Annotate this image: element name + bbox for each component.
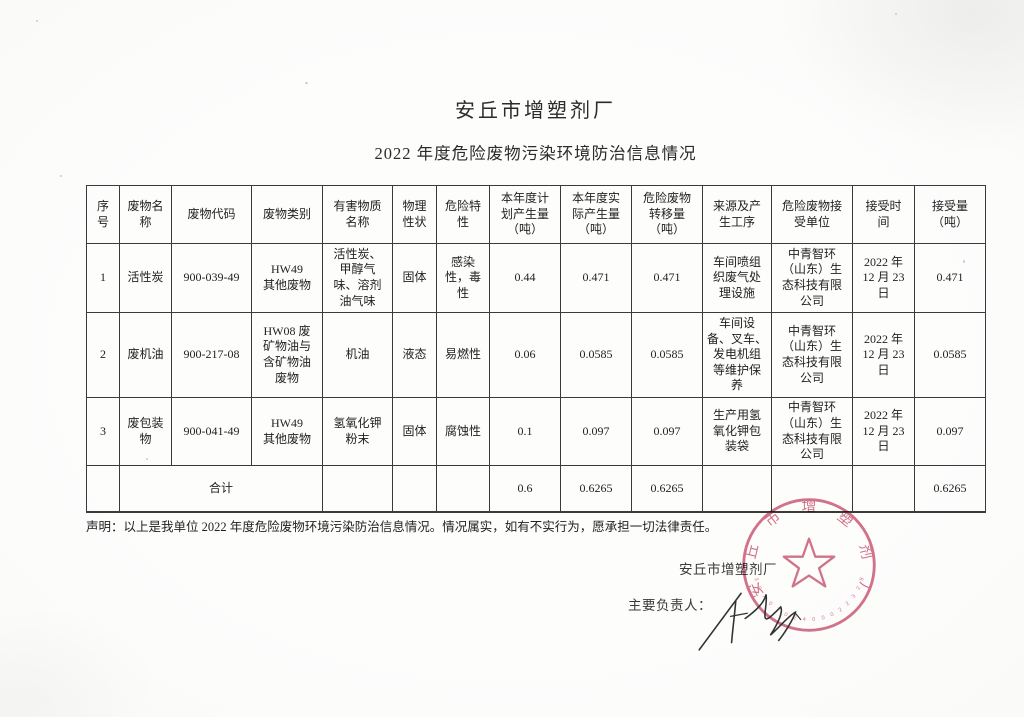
- svg-text:2: 2: [845, 601, 851, 607]
- svg-text:0: 0: [830, 612, 835, 619]
- svg-text:2: 2: [838, 607, 844, 614]
- svg-text:丘: 丘: [742, 542, 762, 561]
- svg-text:0: 0: [821, 615, 825, 622]
- svg-text:0: 0: [812, 617, 816, 623]
